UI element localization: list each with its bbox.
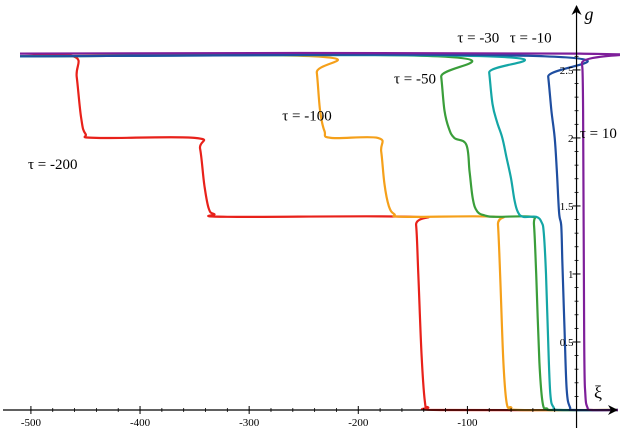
series-label-5: τ = -10 — [510, 31, 552, 47]
series-line-2 — [19, 53, 619, 412]
series-line-6 — [19, 51, 620, 412]
x-ticks: -500 -400 -300 -200 -100 — [21, 406, 556, 429]
x-tick-label: -200 — [348, 417, 369, 429]
series-line-5 — [19, 53, 619, 412]
series-label-1: τ = -200 — [28, 157, 77, 173]
axes: -500 -400 -300 -200 -100 0.5 1 1.5 2 2.5 ξ g — [3, 4, 618, 429]
series-label-6: τ = 10 — [580, 126, 617, 142]
y-tick-label: 2.5 — [560, 65, 574, 77]
y-tick-label: 1 — [568, 269, 574, 281]
series-label-2: τ = -100 — [282, 108, 331, 124]
series-line-3 — [19, 53, 619, 412]
series-label-4: τ = -30 — [457, 31, 499, 47]
x-tick-label: -100 — [457, 417, 478, 429]
x-tick-label: -400 — [130, 417, 151, 429]
x-axis-title: ξ — [594, 382, 602, 402]
y-ticks: 0.5 1 1.5 2 2.5 — [560, 55, 581, 397]
x-tick-label: -500 — [21, 417, 42, 429]
x-tick-label: -300 — [239, 417, 260, 429]
series-line-1 — [19, 53, 619, 412]
y-tick-label: 2 — [568, 133, 574, 145]
series-labels: τ = -200 τ = -100 τ = -50 τ = -30 τ = -10 τ =… — [28, 31, 617, 174]
y-tick-label: 1.5 — [560, 201, 574, 213]
series-label-3: τ = -50 — [394, 72, 436, 88]
y-axis-title: g — [585, 4, 594, 24]
series-line-4 — [19, 53, 619, 412]
y-tick-label: 0.5 — [560, 337, 574, 349]
series-layer — [19, 51, 620, 412]
